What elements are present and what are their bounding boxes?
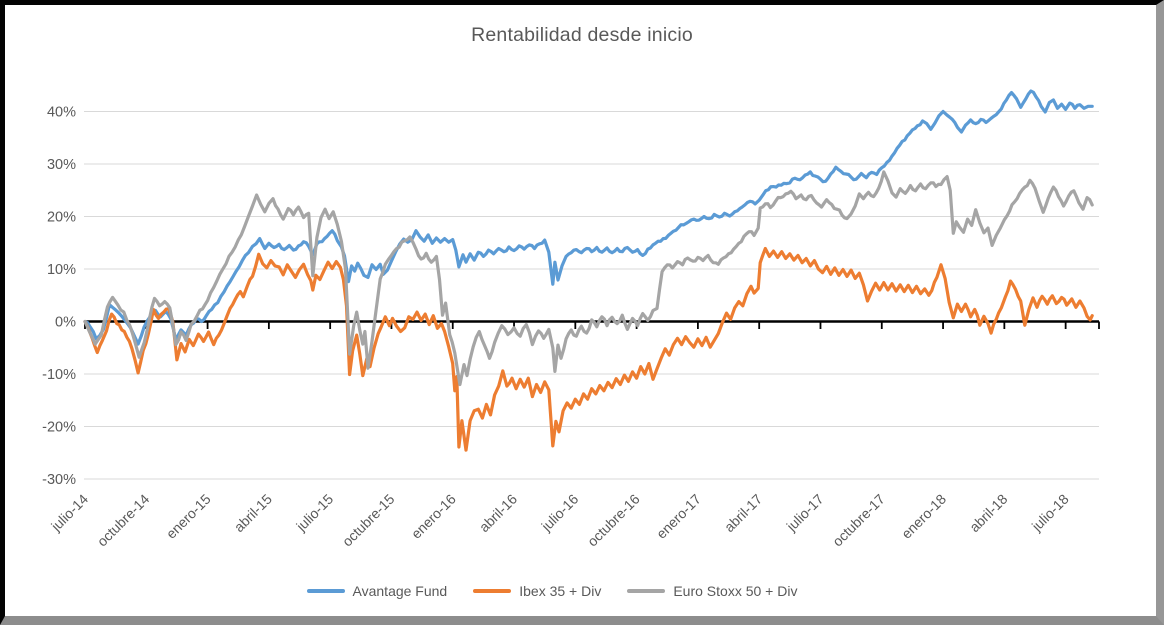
euro-stoxx-50-div-line-swatch: [627, 588, 666, 594]
x-axis-tick-label: enero-18: [898, 491, 949, 542]
x-axis-tick-label: julio-15: [292, 491, 336, 535]
x-axis-tick-label: julio-16: [538, 491, 582, 535]
y-axis-tick-label: 20%: [47, 210, 76, 226]
legend-item-avantage-fund: Avantage Fund: [306, 583, 448, 599]
y-axis-tick-label: -10%: [42, 367, 76, 383]
x-axis-tick-label: julio-14: [47, 491, 91, 535]
x-axis-tick-label: octubre-14: [94, 491, 153, 550]
x-axis-tick-label: abril-18: [966, 491, 1010, 535]
series-line-avantage-fund: [83, 89, 1094, 346]
legend-label: Ibex 35 + Div: [519, 583, 602, 599]
series-line-euro-stoxx-50-div: [83, 170, 1094, 387]
y-axis-tick-label: -30%: [42, 472, 76, 488]
x-axis-tick-label: abril-16: [476, 491, 520, 535]
x-axis-tick-label: enero-15: [163, 491, 214, 542]
chart-title: Rentabilidad desde inicio: [471, 24, 693, 46]
y-axis-tick-label: 0%: [55, 315, 76, 331]
y-axis-tick-label: 30%: [47, 157, 76, 173]
x-axis-tick-label: abril-15: [231, 491, 275, 535]
x-axis-tick-label: julio-17: [783, 491, 827, 535]
chart-legend: Avantage Fund Ibex 35 + Div Euro Stoxx 5…: [0, 583, 1134, 599]
y-axis-tick-label: -20%: [42, 420, 76, 436]
x-axis-tick-label: octubre-16: [584, 491, 643, 550]
x-axis-tick-label: enero-16: [408, 491, 459, 542]
avantage-fund-line-swatch: [306, 588, 345, 594]
x-axis-tick-label: octubre-15: [339, 491, 398, 550]
legend-label: Euro Stoxx 50 + Div: [673, 583, 798, 599]
y-axis-tick-label: 40%: [47, 105, 76, 121]
legend-item-euro-stoxx-50-div: Euro Stoxx 50 + Div: [627, 583, 797, 599]
x-axis-tick-label: enero-17: [653, 491, 704, 542]
legend-label: Avantage Fund: [352, 583, 448, 599]
ibex-35-div-line-swatch: [473, 588, 512, 594]
series-line-ibex-35-div: [83, 246, 1094, 452]
x-axis-tick-label: octubre-17: [829, 491, 888, 550]
x-axis-tick-label: abril-17: [721, 491, 765, 535]
x-axis-tick-label: julio-18: [1028, 491, 1072, 535]
y-axis-tick-label: 10%: [47, 262, 76, 278]
legend-item-ibex-35-div: Ibex 35 + Div: [473, 583, 601, 599]
